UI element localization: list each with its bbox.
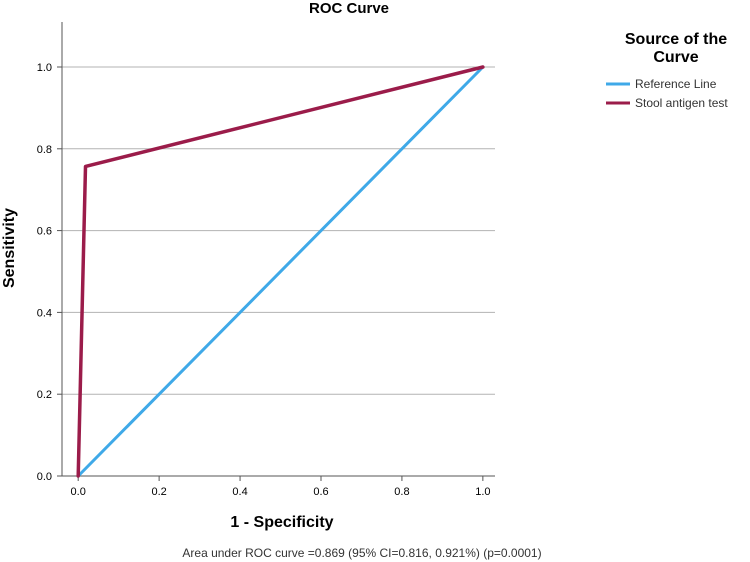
x-tick-label: 0.2	[151, 486, 166, 498]
y-tick-label: 0.4	[37, 307, 52, 319]
legend-title: Source of the Curve	[625, 31, 727, 66]
y-tick-label: 0.2	[37, 389, 52, 401]
legend-items: Reference Line Stool antigen test	[606, 77, 728, 110]
y-tick-label: 1.0	[37, 62, 52, 74]
x-tick-label: 1.0	[475, 486, 490, 498]
tick-labels: 0.0 0.2 0.4 0.6 0.8 1.0 0.0 0.2 0.4 0.6 0.8 1.0	[37, 62, 491, 498]
series-lines	[76, 65, 485, 478]
auc-annotation: Area under ROC curve =0.869 (95% CI=0.81…	[182, 546, 541, 560]
y-tick-label: 0.6	[37, 226, 52, 238]
legend-label: Stool antigen test	[635, 96, 728, 110]
x-tick-label: 0.0	[71, 486, 86, 498]
series-line-reference-line	[76, 65, 485, 478]
series-line-stool-antigen-test	[76, 65, 485, 478]
y-axis-label: Sensitivity	[1, 208, 18, 288]
x-tick-label: 0.6	[313, 486, 328, 498]
y-tick-label: 0.8	[37, 144, 52, 156]
axes	[57, 22, 495, 481]
legend: Source of the Curve Reference Line Stool a…	[606, 31, 728, 110]
legend-label: Reference Line	[635, 77, 717, 91]
y-tick-label: 0.0	[37, 471, 52, 483]
chart-title: ROC Curve	[309, 0, 389, 17]
x-axis-label: 1 - Specificity	[230, 514, 333, 531]
x-tick-label: 0.8	[394, 486, 409, 498]
x-tick-label: 0.4	[232, 486, 247, 498]
